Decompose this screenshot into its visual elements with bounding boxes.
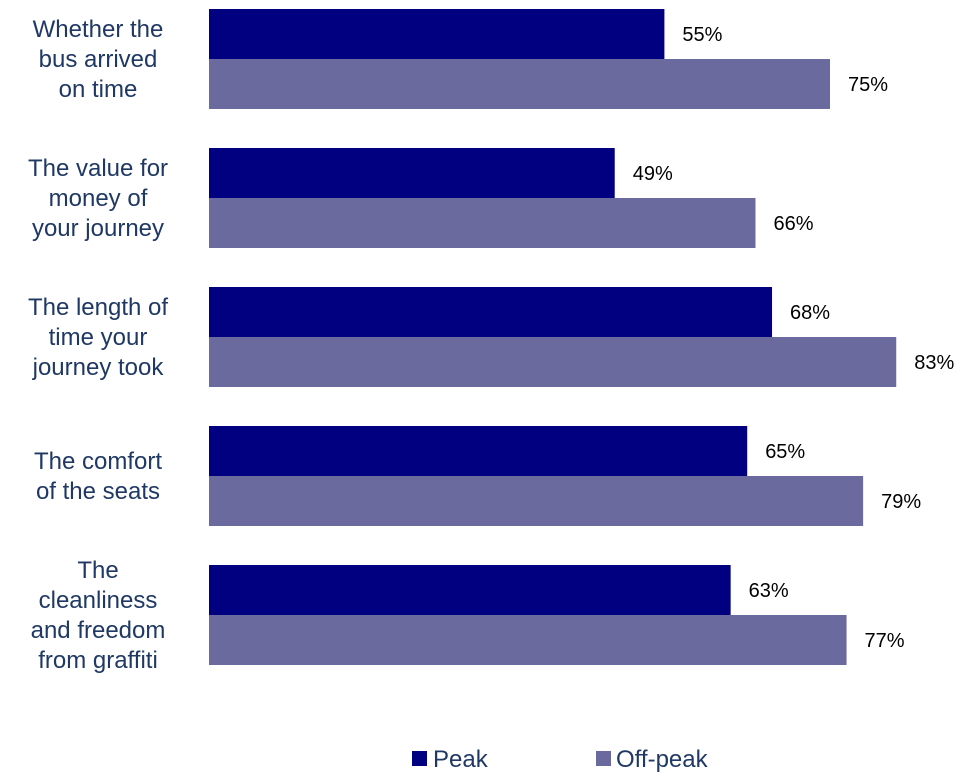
value-label-off-peak-1: 75% [848,74,888,96]
bar-peak-2 [209,148,615,198]
bar-peak-4 [209,426,748,476]
bar-off-peak-4 [209,476,864,526]
legend: Peak Off-peak [412,746,709,773]
value-label-off-peak-4: 79% [881,491,921,513]
value-label-off-peak-2: 66% [773,213,813,235]
bar-off-peak-1 [209,59,830,109]
value-label-peak-1: 55% [682,24,722,46]
legend-swatch-peak [412,751,427,766]
bar-off-peak-3 [209,337,897,387]
value-label-peak-3: 68% [790,302,830,324]
bar-off-peak-5 [209,615,847,665]
value-label-off-peak-3: 83% [914,352,954,374]
value-label-peak-4: 65% [765,441,805,463]
bar-off-peak-2 [209,198,756,248]
category-label-1: Whether the bus arrived on time [33,16,164,103]
legend-label-off-peak: Off-peak [616,746,709,773]
legend-swatch-off-peak [596,751,611,766]
category-labels-group: Whether the bus arrived on time The value f… [28,16,168,674]
category-label-5: The cleanliness and freedom from graffiti [31,557,166,674]
value-label-peak-5: 63% [749,580,789,602]
category-label-3: The length of time your journey took [28,294,168,381]
category-label-4: The comfort of the seats [34,448,162,505]
category-label-2: The value for money of your journey [28,155,168,242]
bars-group [209,9,897,665]
value-label-peak-2: 49% [633,163,673,185]
bar-peak-5 [209,565,731,615]
bar-peak-3 [209,287,773,337]
legend-label-peak: Peak [433,746,489,773]
value-labels-group: 55% 75% 49% 66% 68% 83% 65% 79% 63% 77% [633,24,955,652]
value-label-off-peak-5: 77% [865,630,905,652]
bar-peak-1 [209,9,665,59]
